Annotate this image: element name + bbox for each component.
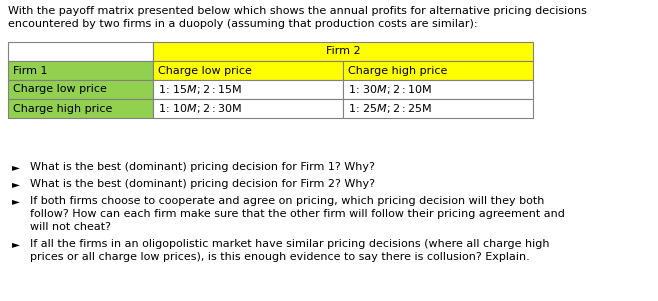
Text: If both firms choose to cooperate and agree on pricing, which pricing decision w: If both firms choose to cooperate and ag… [30,196,544,206]
Text: What is the best (dominant) pricing decision for Firm 2? Why?: What is the best (dominant) pricing deci… [30,179,375,189]
Bar [8,99,153,118]
Text: Charge high price: Charge high price [348,66,447,76]
Bar [343,61,533,80]
Bar [153,42,533,61]
Bar [8,80,153,99]
Bar [153,61,343,80]
Bar [343,99,533,118]
Text: 1: $15M; 2: $15M: 1: $15M; 2: $15M [158,83,242,96]
Text: 1: $30M; 2: $10M: 1: $30M; 2: $10M [348,83,432,96]
Text: 1: $10M; 2: $30M: 1: $10M; 2: $30M [158,102,242,115]
Text: will not cheat?: will not cheat? [30,222,111,232]
Text: If all the firms in an oligopolistic market have similar pricing decisions (wher: If all the firms in an oligopolistic mar… [30,239,549,249]
Text: With the payoff matrix presented below which shows the annual profits for altern: With the payoff matrix presented below w… [8,6,587,16]
Text: Charge high price: Charge high price [13,104,113,113]
Bar [153,80,343,99]
Text: encountered by two firms in a duopoly (assuming that production costs are simila: encountered by two firms in a duopoly (a… [8,19,478,29]
Bar [153,99,343,118]
Text: Charge low price: Charge low price [13,85,107,95]
Text: follow? How can each firm make sure that the other firm will follow their pricin: follow? How can each firm make sure that… [30,209,565,219]
Bar [343,80,533,99]
Text: Charge low price: Charge low price [158,66,252,76]
Text: 1: $25M; 2: $25M: 1: $25M; 2: $25M [348,102,432,115]
Text: ►: ► [12,179,20,189]
Text: ►: ► [12,239,20,249]
Text: ►: ► [12,162,20,172]
Bar [8,42,153,61]
Text: Firm 2: Firm 2 [326,46,361,57]
Text: What is the best (dominant) pricing decision for Firm 1? Why?: What is the best (dominant) pricing deci… [30,162,375,172]
Text: prices or all charge low prices), is this enough evidence to say there is collus: prices or all charge low prices), is thi… [30,252,530,262]
Text: Firm 1: Firm 1 [13,66,47,76]
Bar [8,61,153,80]
Text: ►: ► [12,196,20,206]
